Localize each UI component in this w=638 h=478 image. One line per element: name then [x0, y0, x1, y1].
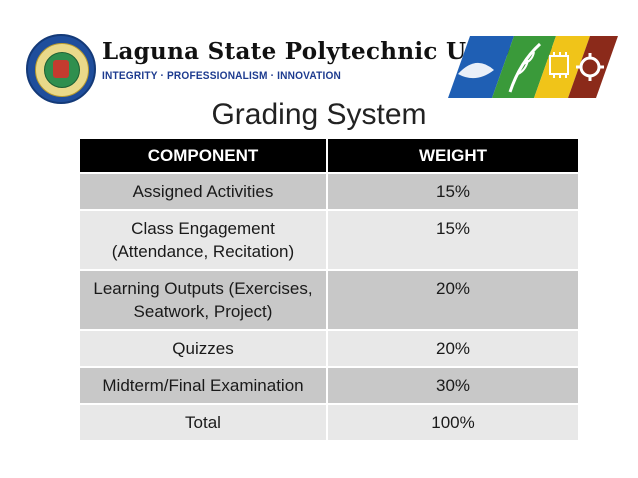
component-cell: Class Engagement (Attendance, Recitation… — [80, 209, 327, 270]
table-row: Quizzes 20% — [80, 329, 578, 367]
weight-cell: 15% — [326, 209, 578, 270]
column-header-component: COMPONENT — [80, 139, 327, 173]
weight-cell: 20% — [326, 329, 578, 367]
grading-table: COMPONENT WEIGHT Assigned Activities 15%… — [80, 139, 578, 440]
circuit-chip-icon — [534, 36, 590, 98]
university-motto: INTEGRITY · PROFESSIONALISM · INNOVATION — [102, 70, 342, 82]
weight-cell: 15% — [326, 172, 578, 210]
weight-cell: 20% — [326, 269, 578, 330]
weight-cell: 100% — [326, 403, 578, 440]
column-header-weight: WEIGHT — [326, 139, 578, 173]
page-title: Grading System — [211, 98, 427, 131]
gear-icon — [568, 36, 618, 98]
component-cell: Midterm/Final Examination — [80, 366, 327, 404]
component-cell: Total — [80, 403, 327, 440]
table-header-row: COMPONENT WEIGHT — [80, 139, 578, 173]
component-cell: Learning Outputs (Exercises, Seatwork, P… — [80, 269, 327, 330]
table-row-total: Total 100% — [80, 403, 578, 440]
table-row: Class Engagement (Attendance, Recitation… — [80, 209, 578, 270]
rice-plant-icon — [492, 36, 556, 98]
table-row: Learning Outputs (Exercises, Seatwork, P… — [80, 269, 578, 330]
table-row: Assigned Activities 15% — [80, 172, 578, 210]
component-cell: Quizzes — [80, 329, 327, 367]
component-cell: Assigned Activities — [80, 172, 327, 210]
banner-logo — [448, 36, 618, 98]
university-seal-icon — [26, 34, 96, 104]
weight-cell: 30% — [326, 366, 578, 404]
header: Laguna State Polytechnic University INTE… — [22, 32, 622, 104]
table-row: Midterm/Final Examination 30% — [80, 366, 578, 404]
